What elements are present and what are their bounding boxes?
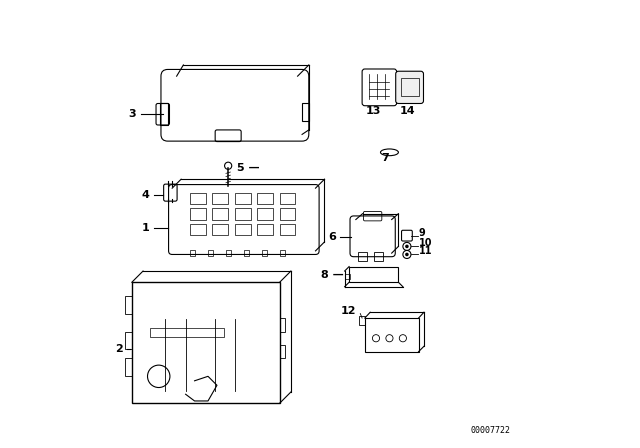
Circle shape bbox=[405, 253, 409, 256]
Text: 3: 3 bbox=[129, 109, 136, 119]
Text: 1: 1 bbox=[142, 224, 150, 233]
Bar bbox=[235, 224, 251, 235]
Bar bbox=[190, 250, 195, 256]
Bar bbox=[280, 345, 285, 358]
Bar bbox=[244, 250, 249, 256]
Text: 8 —: 8 — bbox=[321, 270, 343, 280]
Bar bbox=[235, 193, 251, 204]
Bar bbox=[257, 208, 273, 220]
Bar bbox=[280, 193, 296, 204]
Bar bbox=[262, 250, 267, 256]
Text: 6: 6 bbox=[328, 233, 336, 242]
Text: 2: 2 bbox=[115, 345, 123, 354]
Bar bbox=[257, 193, 273, 204]
Bar bbox=[401, 78, 419, 96]
Bar bbox=[280, 208, 296, 220]
Bar bbox=[190, 193, 206, 204]
FancyBboxPatch shape bbox=[396, 71, 424, 103]
Bar bbox=[365, 318, 419, 352]
Bar bbox=[190, 208, 206, 220]
Bar bbox=[125, 296, 132, 314]
Bar bbox=[360, 316, 365, 325]
Text: 4: 4 bbox=[142, 190, 150, 200]
Bar bbox=[280, 250, 285, 256]
Text: 9: 9 bbox=[419, 228, 426, 237]
Bar bbox=[159, 103, 168, 125]
Bar bbox=[226, 250, 231, 256]
Bar bbox=[257, 224, 273, 235]
Circle shape bbox=[405, 245, 409, 248]
Bar bbox=[125, 332, 132, 349]
Bar bbox=[349, 267, 398, 282]
Bar bbox=[280, 318, 285, 332]
Bar bbox=[132, 282, 280, 403]
Bar bbox=[212, 208, 228, 220]
Text: 10: 10 bbox=[419, 238, 432, 248]
Bar bbox=[358, 252, 367, 261]
Text: 5 —: 5 — bbox=[237, 163, 260, 173]
Text: 7: 7 bbox=[381, 153, 389, 163]
Bar bbox=[235, 208, 251, 220]
Bar bbox=[345, 274, 350, 279]
Bar bbox=[208, 250, 213, 256]
Bar bbox=[280, 224, 296, 235]
Bar bbox=[190, 224, 206, 235]
Text: 00007722: 00007722 bbox=[470, 426, 510, 435]
Bar bbox=[125, 358, 132, 376]
Bar bbox=[302, 103, 309, 121]
Bar bbox=[150, 328, 224, 337]
Text: 14: 14 bbox=[399, 106, 415, 116]
Text: 11: 11 bbox=[419, 246, 432, 256]
Text: 13: 13 bbox=[366, 106, 381, 116]
Bar bbox=[374, 252, 383, 261]
Text: 12: 12 bbox=[340, 306, 356, 315]
Bar bbox=[212, 193, 228, 204]
Bar bbox=[212, 224, 228, 235]
